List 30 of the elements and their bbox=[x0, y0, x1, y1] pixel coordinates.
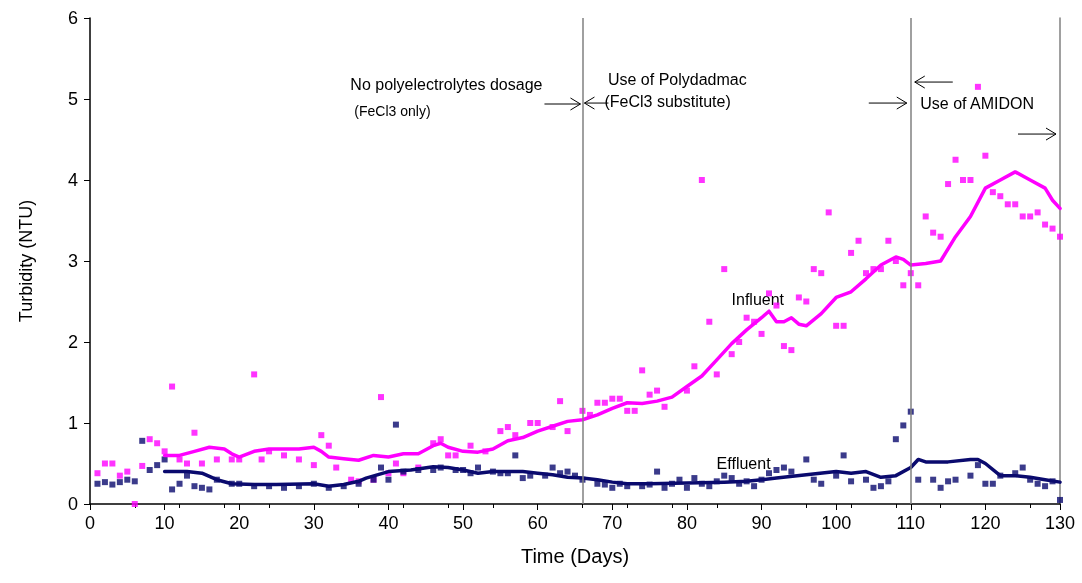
x-tick-label: 40 bbox=[378, 513, 399, 533]
annotation: Use of Polydadmac bbox=[607, 70, 747, 88]
x-tick-label: 20 bbox=[229, 513, 250, 533]
y-tick-label: 6 bbox=[67, 8, 78, 28]
x-tick-label: 70 bbox=[602, 513, 623, 533]
y-tick-label: 1 bbox=[67, 413, 78, 433]
y-tick-label: 0 bbox=[67, 494, 78, 514]
x-tick-label: 130 bbox=[1044, 513, 1076, 533]
y-tick-label: 2 bbox=[67, 332, 78, 352]
x-axis-title: Time (Days) bbox=[520, 545, 630, 567]
x-tick-label: 0 bbox=[84, 513, 96, 533]
x-tick-label: 110 bbox=[896, 513, 926, 533]
annotation: (FeCl3 substitute) bbox=[604, 92, 731, 110]
annotation: (FeCl3 only) bbox=[354, 103, 431, 119]
x-tick-label: 90 bbox=[751, 513, 772, 533]
y-tick-label: 4 bbox=[67, 170, 78, 190]
annotation: No polyelectrolytes dosage bbox=[350, 75, 543, 93]
y-tick-label: 3 bbox=[67, 251, 78, 271]
x-tick-label: 30 bbox=[303, 513, 324, 533]
x-tick-label: 100 bbox=[821, 513, 852, 533]
x-tick-label: 10 bbox=[154, 513, 175, 533]
x-tick-label: 50 bbox=[453, 513, 474, 533]
series-label: Effluent bbox=[716, 454, 772, 472]
annotation: Use of AMIDON bbox=[920, 94, 1035, 112]
series-label: Influent bbox=[731, 291, 785, 309]
x-tick-label: 120 bbox=[970, 513, 1001, 533]
x-tick-label: 60 bbox=[527, 513, 548, 533]
y-axis-title: Turbidity (NTU) bbox=[16, 199, 36, 323]
y-tick-label: 5 bbox=[67, 89, 78, 109]
x-tick-label: 80 bbox=[676, 513, 697, 533]
